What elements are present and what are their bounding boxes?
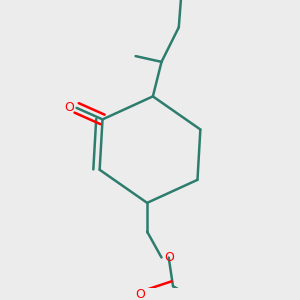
Text: O: O bbox=[64, 101, 74, 114]
Text: O: O bbox=[164, 251, 174, 264]
Text: O: O bbox=[135, 288, 145, 300]
